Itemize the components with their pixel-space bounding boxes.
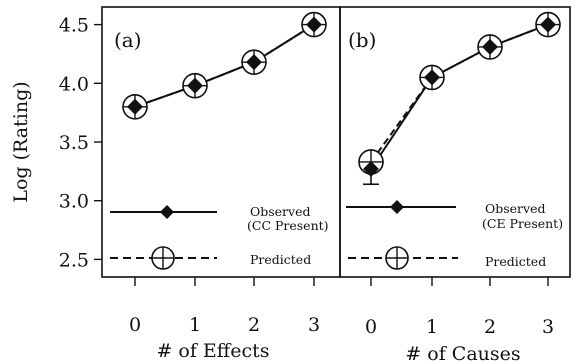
panel-b-label: (b) bbox=[348, 28, 376, 52]
observed-line-b bbox=[370, 23, 549, 170]
legend-b-predicted-label: Predicted bbox=[485, 254, 546, 269]
x-axis-title-a: # of Effects bbox=[156, 340, 269, 362]
legend-b: Observed (CE Present) Predicted bbox=[346, 200, 563, 270]
x-tick-label-b: 2 bbox=[484, 316, 496, 338]
legend-a-observed-sublabel: (CC Present) bbox=[247, 218, 329, 233]
legend-b-observed-diamond bbox=[390, 200, 404, 214]
y-tick-label: 3.0 bbox=[59, 191, 89, 213]
observed-point-a bbox=[306, 16, 322, 33]
panel-b-frame bbox=[339, 6, 571, 278]
legend-a: Observed (CC Present) Predicted bbox=[110, 204, 329, 270]
y-axis-title: Log (Rating) bbox=[10, 81, 32, 202]
y-tick-label: 4.0 bbox=[59, 73, 89, 95]
predicted-line-a bbox=[134, 23, 315, 108]
legend-a-predicted-marker bbox=[151, 246, 175, 270]
observed-point-a bbox=[187, 77, 203, 94]
observed-point-b bbox=[482, 38, 498, 55]
x-tick-label-b: 3 bbox=[542, 316, 554, 338]
observed-point-a bbox=[127, 98, 143, 115]
x-tick-label-a: 1 bbox=[189, 314, 201, 336]
observed-point-b bbox=[424, 69, 440, 86]
observed-line-a bbox=[134, 23, 315, 108]
x-axis-title-b: # of Causes bbox=[405, 343, 520, 364]
observed-point-b bbox=[540, 16, 556, 33]
legend-b-observed-sublabel: (CE Present) bbox=[482, 216, 563, 231]
y-tick-label: 4.5 bbox=[59, 15, 89, 37]
x-tick-label-b: 0 bbox=[365, 316, 377, 338]
predicted-line-b bbox=[370, 23, 549, 163]
x-tick-label-a: 3 bbox=[308, 314, 320, 336]
x-tick-label-b: 1 bbox=[426, 316, 438, 338]
observed-point-b bbox=[363, 161, 379, 177]
legend-a-observed-diamond bbox=[160, 205, 174, 219]
observed-point-a bbox=[246, 54, 262, 71]
y-tick-label: 2.5 bbox=[59, 249, 89, 271]
legend-b-predicted-marker bbox=[385, 246, 409, 270]
y-tick-label: 3.5 bbox=[59, 132, 89, 154]
legend-a-observed-label: Observed bbox=[250, 204, 311, 219]
legend-b-observed-label: Observed bbox=[485, 201, 546, 216]
chart-marks: 2.5 3.0 3.5 4.0 4.5 0 1 2 3 0 1 2 3 bbox=[59, 11, 561, 338]
panel-a-label: (a) bbox=[114, 28, 142, 52]
legend-a-predicted-label: Predicted bbox=[250, 252, 311, 267]
x-tick-label-a: 2 bbox=[248, 314, 260, 336]
x-tick-label-a: 0 bbox=[129, 314, 141, 336]
